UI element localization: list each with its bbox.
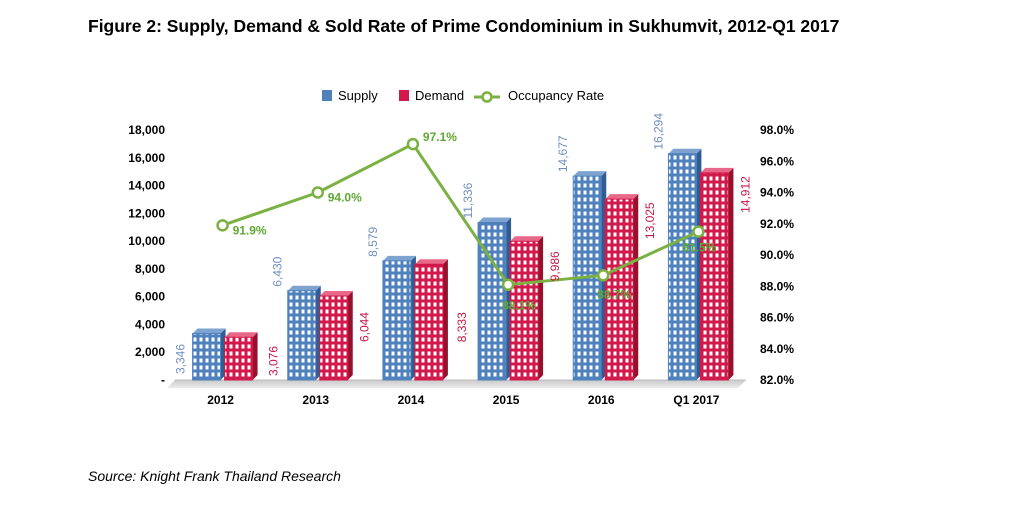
occupancy-point [692,225,705,238]
chart-legend: Supply Demand Occupancy Rate [322,88,604,103]
demand-bar-top [319,291,353,297]
demand-bar-side [538,236,544,380]
demand-bar [319,291,353,381]
demand-value-label: 6,044 [358,312,372,342]
y-left-tick-label: 4,000 [135,317,165,331]
demand-bar-side [442,259,448,380]
demand-bar-side [633,194,639,380]
supply-value-label: 6,430 [271,256,285,286]
demand-bar-top [224,332,258,338]
demand-value-label: 9,986 [548,251,562,281]
x-tick-label: 2016 [588,393,615,407]
supply-bar-top [287,285,321,291]
supply-bar-front [667,153,697,381]
demand-bar [699,167,734,381]
occupancy-point [311,186,324,199]
demand-bar-side [252,332,258,380]
y-right-tick-label: 92.0% [760,217,794,231]
demand-bar-front [414,263,444,381]
demand-bar [604,194,639,381]
supply-bar [667,148,702,381]
demand-value-label: 14,912 [738,176,752,213]
y-right-tick-label: 88.0% [760,279,794,293]
occupancy-line [222,142,700,287]
occupancy-value-label: 91.9% [233,223,267,237]
y-right-tick-label: 82.0% [760,373,794,387]
occupancy-point [501,278,515,291]
demand-bar-side [347,291,353,380]
legend-demand-label: Demand [415,88,464,103]
source-note: Source: Knight Frank Thailand Research [88,468,341,484]
demand-value-label: 3,076 [267,346,281,376]
y-right-tick-label: 98.0% [760,123,794,137]
legend-demand-swatch [399,90,409,101]
supply-value-label: 14,677 [556,135,570,172]
y-left-tick-label: 18,000 [128,123,165,137]
demand-bar [224,332,258,381]
supply-bar-top [573,171,607,177]
demand-bar [509,236,544,381]
occupancy-value-label: 91.5% [682,241,716,255]
y-left-tick-label: 14,000 [128,179,165,193]
demand-bar-top [414,259,448,265]
supply-bar-front [382,260,412,381]
supply-bar-top [192,328,226,334]
legend-supply-swatch [322,90,332,101]
y-right-tick-label: 90.0% [760,248,794,262]
demand-bar-front [509,240,539,381]
demand-bar [414,259,448,381]
demand-bar-top [510,236,544,242]
supply-bar-front [192,333,222,381]
occupancy-value-label: 88.1% [502,299,536,313]
occupancy-value-label: 88.7% [597,287,631,301]
x-tick-label: 2013 [302,393,329,407]
y-left-tick-label: 10,000 [128,234,165,248]
x-tick-label: 2014 [398,393,425,407]
demand-bar-front [224,336,254,381]
demand-bar-side [728,167,734,380]
demand-bar-front [604,198,634,381]
y-right-tick-label: 86.0% [760,311,794,325]
demand-bar-top [700,167,734,173]
occupancy-point [597,269,610,282]
x-tick-label: 2012 [207,393,234,407]
supply-bar [287,285,321,381]
y-left-tick-label: 12,000 [128,206,165,220]
legend-occupancy-marker [481,91,493,103]
supply-value-label: 16,294 [651,113,665,150]
supply-bar [192,328,226,381]
supply-value-label: 11,336 [461,182,475,218]
demand-value-label: 8,333 [455,312,469,342]
x-tick-label: Q1 2017 [673,393,719,407]
demand-bar-front [699,172,729,381]
supply-bar-top [478,217,512,223]
legend-occupancy-label: Occupancy Rate [508,88,604,103]
y-left-tick-label: 16,000 [128,151,165,165]
supply-bar-top [668,148,702,154]
occupancy-point [216,219,229,232]
y-left-tick-label: - [161,373,165,387]
demand-bar-front [319,295,349,381]
supply-bar-front [287,290,317,381]
y-left-tick-label: 6,000 [135,290,165,304]
y-left-tick-label: 8,000 [135,262,165,276]
occupancy-value-label: 94.0% [328,191,362,205]
y-right-tick-label: 84.0% [760,342,794,356]
occupancy-point [406,137,420,151]
y-right-tick-label: 94.0% [760,186,794,200]
chart-floor [167,380,746,388]
supply-value-label: 8,579 [366,226,380,256]
supply-bar-top [382,255,416,261]
supply-value-label: 3,346 [174,344,188,374]
y-right-tick-label: 96.0% [760,154,794,168]
demand-bar-top [605,194,639,200]
occupancy-value-label: 97.1% [423,130,457,144]
x-tick-label: 2015 [493,393,520,407]
legend-supply-label: Supply [338,88,378,103]
y-left-tick-label: 2,000 [135,345,165,359]
supply-bar [382,255,416,381]
figure-title: Figure 2: Supply, Demand & Sold Rate of … [88,16,840,36]
demand-value-label: 13,025 [643,202,657,239]
